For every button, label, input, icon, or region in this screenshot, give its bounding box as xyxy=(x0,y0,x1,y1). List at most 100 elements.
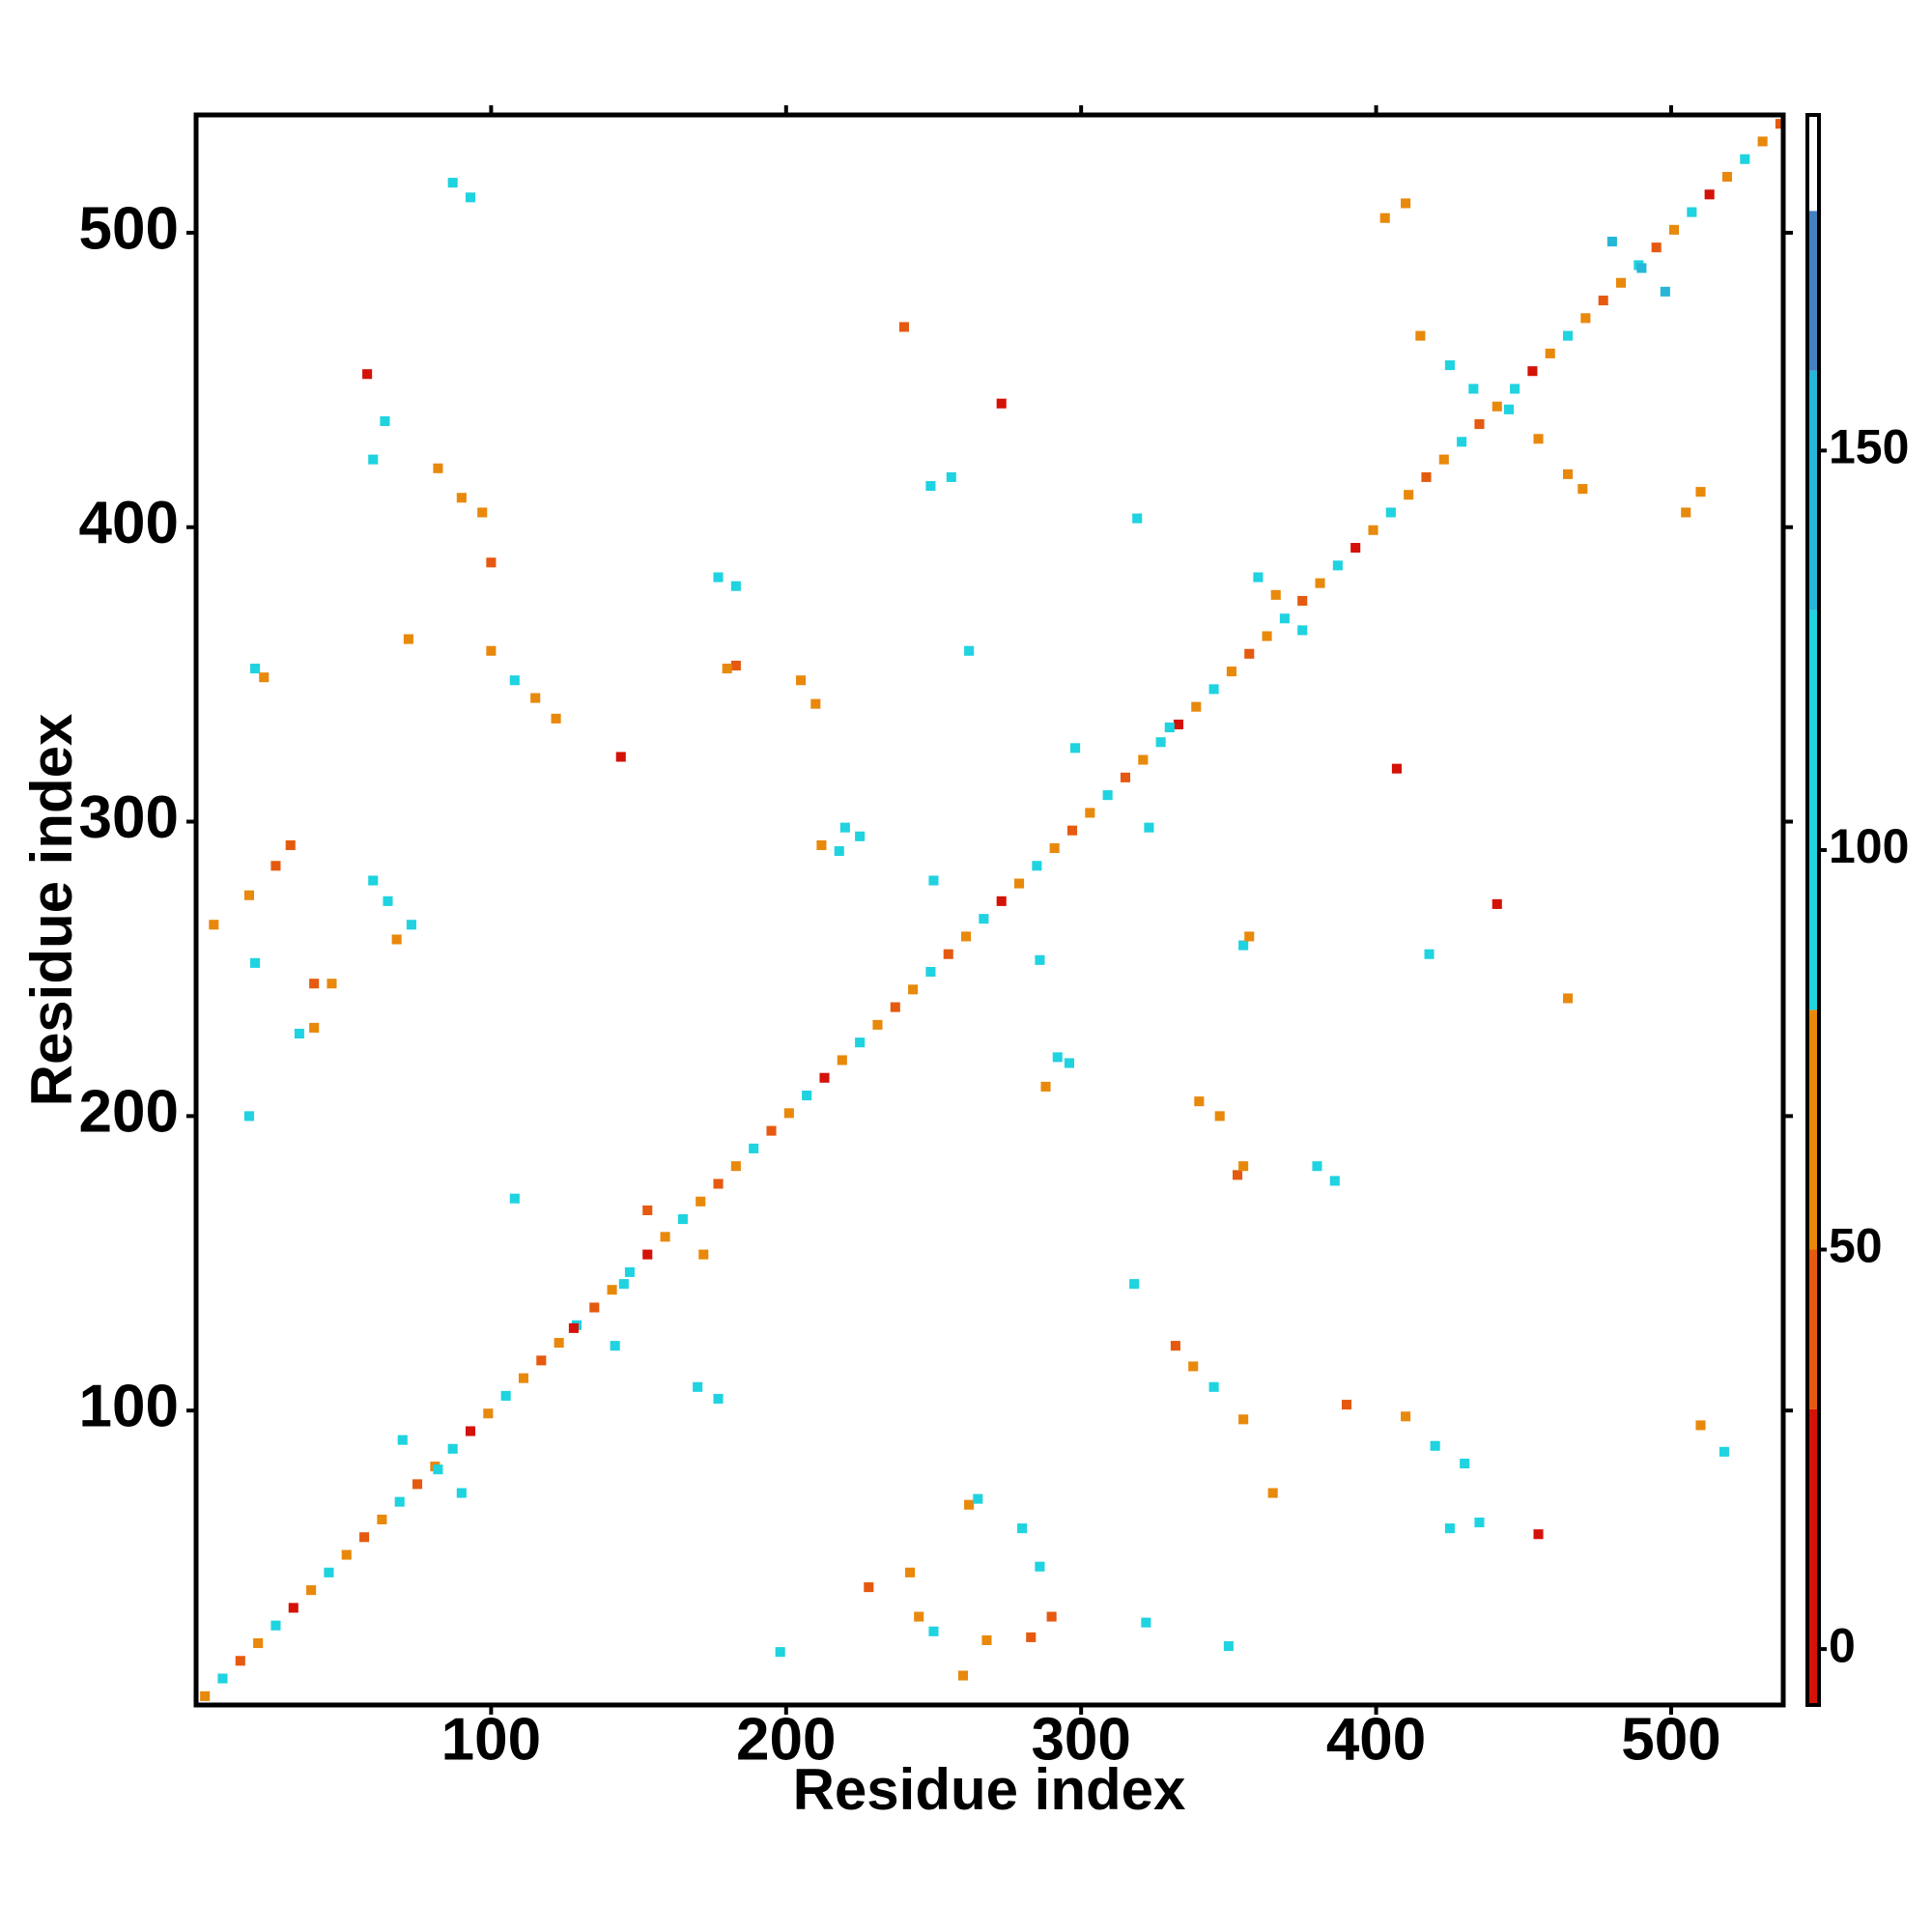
contact-cell xyxy=(1262,631,1272,641)
contact-cell xyxy=(447,178,458,188)
contact-cell xyxy=(1651,242,1662,253)
contact-cell xyxy=(1132,513,1143,524)
contact-cell xyxy=(642,1205,653,1215)
contact-cell xyxy=(1297,625,1308,636)
colorbar-segment xyxy=(1807,610,1819,1010)
contact-cell xyxy=(1244,648,1255,659)
colorbar-frame xyxy=(1805,113,1821,1707)
contact-cell xyxy=(1214,1111,1225,1122)
contact-cell xyxy=(1120,772,1131,782)
contact-cell xyxy=(1164,722,1175,733)
contact-cell xyxy=(486,557,497,568)
contact-cell xyxy=(341,1549,352,1560)
contact-cell xyxy=(294,1028,304,1039)
contact-cell xyxy=(928,875,939,886)
contact-cell xyxy=(1332,560,1343,571)
contact-cell xyxy=(486,645,497,656)
contact-cell xyxy=(1503,404,1515,414)
y-tick-label: 300 xyxy=(79,784,179,851)
contact-cell xyxy=(509,1193,520,1204)
contact-cell xyxy=(783,1108,794,1119)
contact-cell xyxy=(1138,754,1149,765)
contact-cell xyxy=(412,1479,423,1490)
y-tick-label: 500 xyxy=(79,195,179,262)
colorbar-segment xyxy=(1807,115,1819,212)
contact-cell xyxy=(1267,1488,1278,1498)
contact-cell xyxy=(730,660,741,671)
contact-cell xyxy=(377,1514,387,1525)
contact-cell xyxy=(1253,572,1264,582)
contact-cell xyxy=(1017,1523,1028,1534)
contact-cell xyxy=(834,845,844,857)
contact-cell xyxy=(996,895,1007,906)
contact-cell xyxy=(730,1161,741,1172)
contact-cell xyxy=(1492,898,1502,909)
contact-cell xyxy=(1401,198,1411,209)
contact-cell xyxy=(1460,1459,1470,1469)
contact-cell xyxy=(775,1647,785,1658)
contact-cell xyxy=(981,1634,992,1645)
contact-cell xyxy=(433,1464,443,1475)
contact-cell xyxy=(1695,487,1706,497)
contact-cell xyxy=(766,1125,777,1136)
contact-cell xyxy=(1468,384,1479,394)
contact-cell xyxy=(816,839,827,850)
contact-cell xyxy=(1438,454,1449,465)
contact-cell xyxy=(1687,207,1697,217)
colorbar-segment xyxy=(1807,1249,1819,1409)
contact-cell xyxy=(1444,360,1455,371)
x-tick-label: 500 xyxy=(1621,1706,1720,1773)
colorbar-tick-label: 0 xyxy=(1829,1618,1856,1672)
contact-cell xyxy=(1066,825,1078,836)
contact-cell xyxy=(1757,136,1768,147)
plot-frame xyxy=(193,112,1786,1708)
contact-cell xyxy=(518,1373,529,1383)
contact-cell xyxy=(1721,171,1733,183)
contact-cell xyxy=(1040,1081,1051,1092)
contact-cell xyxy=(1238,940,1249,951)
contact-cell xyxy=(713,572,724,582)
contact-cell xyxy=(568,1322,579,1333)
contact-cell xyxy=(1563,993,1574,1004)
contact-cell xyxy=(285,839,296,850)
contact-cell xyxy=(855,831,866,841)
contact-cell xyxy=(713,1179,724,1189)
contact-cell xyxy=(1208,1381,1219,1392)
contact-cell xyxy=(905,1567,916,1577)
contact-cell xyxy=(1401,1411,1411,1422)
contact-cell xyxy=(1385,507,1396,518)
contact-cell xyxy=(713,1393,724,1405)
contact-cell xyxy=(397,1435,408,1445)
contact-cell xyxy=(693,1381,703,1392)
contact-cell xyxy=(259,672,270,683)
contact-cell xyxy=(1775,119,1785,129)
contact-cell xyxy=(217,1673,228,1684)
contact-cell xyxy=(1492,401,1502,412)
contact-cell xyxy=(368,875,379,886)
contact-cell xyxy=(253,1637,264,1649)
contact-cell xyxy=(1681,507,1691,518)
contact-cell xyxy=(946,471,956,482)
contact-cell xyxy=(406,920,416,930)
contact-cell xyxy=(243,890,255,900)
x-tick-label: 300 xyxy=(1031,1706,1130,1773)
contact-cell xyxy=(1129,1279,1140,1290)
contact-cell xyxy=(618,1279,629,1290)
contact-cell xyxy=(368,454,379,465)
contact-cell xyxy=(243,1111,255,1122)
contact-cell xyxy=(362,369,373,380)
contact-cell xyxy=(403,634,413,644)
contact-cell xyxy=(957,1670,969,1681)
contact-cell xyxy=(1415,330,1426,341)
contact-cell xyxy=(1368,525,1378,535)
y-tick-label: 100 xyxy=(79,1374,179,1440)
contact-cell xyxy=(964,645,975,656)
contact-cell xyxy=(1279,613,1290,624)
contact-cell xyxy=(837,1055,847,1065)
contact-cell xyxy=(1563,469,1574,479)
contact-cell xyxy=(465,1426,476,1436)
contact-cell xyxy=(1194,1096,1205,1107)
contact-cell xyxy=(1035,1561,1045,1572)
colorbar-segment xyxy=(1807,1009,1819,1250)
